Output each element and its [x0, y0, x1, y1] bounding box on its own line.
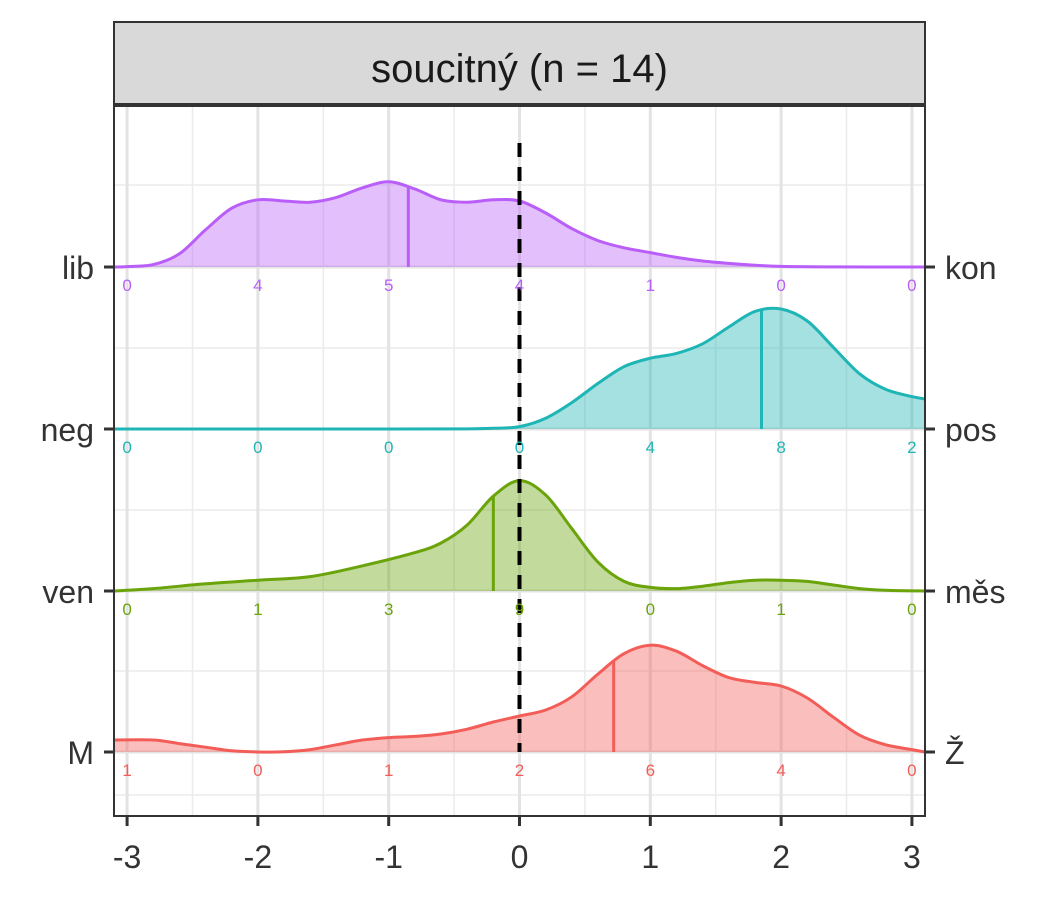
count-labels: 0 4 5 4 1 0 0 0 0 0 0 4 8 2 0 1 3 9 0 1 0 1 0 1 2 6 4 0 [122, 276, 916, 780]
count-label: 5 [384, 276, 393, 295]
y-label-right: Ž [945, 735, 965, 771]
y-label-left: M [67, 735, 94, 771]
count-label: 3 [384, 600, 393, 619]
count-label: 0 [253, 761, 262, 780]
density-area [114, 308, 925, 429]
count-label: 0 [646, 600, 655, 619]
count-label: 0 [907, 761, 916, 780]
strip-background [113, 21, 926, 105]
density-line [113, 180, 926, 269]
count-label: 9 [515, 600, 524, 619]
density-line [113, 643, 926, 754]
count-label: 2 [907, 438, 916, 457]
count-label: 0 [907, 276, 916, 295]
count-label: 4 [776, 761, 785, 780]
x-tick-label: 1 [641, 839, 659, 875]
count-label: 8 [776, 438, 785, 457]
y-label-right: měs [945, 574, 1005, 610]
series-neg-pos [113, 306, 926, 431]
series-M-Ž [113, 643, 926, 754]
count-label: 0 [122, 600, 131, 619]
count-label: 0 [253, 438, 262, 457]
y-label-right: pos [945, 412, 997, 448]
y-label-left: ven [42, 574, 94, 610]
count-label: 4 [646, 438, 655, 457]
count-label: 1 [384, 761, 393, 780]
chart-title: soucitný (n = 14) [371, 47, 668, 91]
y-label-right: kon [945, 250, 997, 286]
count-label: 1 [646, 276, 655, 295]
x-tick-label: 3 [903, 839, 921, 875]
x-tick-label: -3 [113, 839, 141, 875]
x-tick-label: -2 [244, 839, 272, 875]
axes: lib kon neg pos ven měs M Ž -3 -2 -1 0 1 2 3 [41, 250, 1006, 875]
count-label: 0 [776, 276, 785, 295]
count-label: 0 [515, 438, 524, 457]
count-label: 0 [122, 438, 131, 457]
density-line [113, 479, 926, 593]
count-label: 4 [253, 276, 262, 295]
count-label: 0 [907, 600, 916, 619]
count-label: 0 [384, 438, 393, 457]
count-label: 1 [253, 600, 262, 619]
x-tick-label: 0 [511, 839, 529, 875]
count-label: 4 [515, 276, 524, 295]
count-label: 6 [646, 761, 655, 780]
count-label: 1 [776, 600, 785, 619]
density-area [114, 645, 925, 753]
count-label: 0 [122, 276, 131, 295]
x-tick-label: -1 [374, 839, 402, 875]
y-label-left: neg [41, 412, 94, 448]
y-label-left: lib [62, 250, 94, 286]
count-label: 1 [122, 761, 131, 780]
count-label: 2 [515, 761, 524, 780]
density-line [113, 306, 926, 431]
x-tick-label: 2 [772, 839, 790, 875]
